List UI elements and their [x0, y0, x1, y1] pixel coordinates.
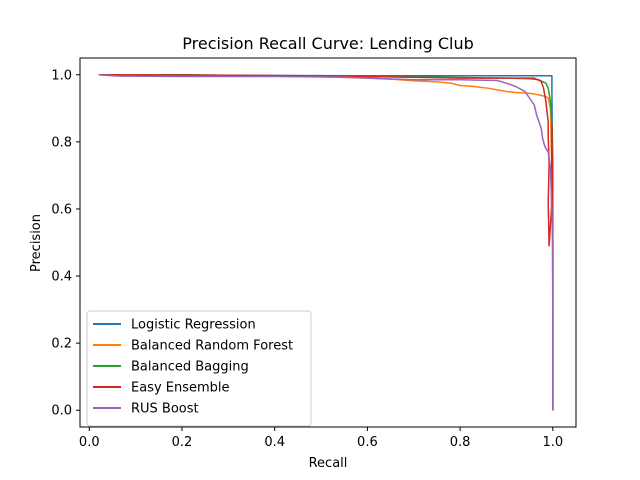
x-tick-label: 1.0 [542, 435, 563, 450]
x-tick-label: 0.4 [264, 435, 285, 450]
y-tick-label: 0.0 [51, 404, 72, 419]
legend-box [86, 310, 312, 427]
y-tick-label: 0.6 [51, 202, 72, 217]
axes-frame [79, 57, 577, 428]
y-tick-label: 1.0 [51, 68, 72, 83]
legend-label-4: RUS Boost [131, 402, 199, 417]
legend-label-0: Logistic Regression [131, 318, 256, 333]
y-tick-label: 0.2 [51, 337, 72, 352]
legend: Logistic Regression Balanced Random Fores… [86, 310, 312, 427]
y-tick-label: 0.4 [51, 270, 72, 285]
legend-label-3: Easy Ensemble [131, 381, 230, 396]
x-tick-label: 0.0 [79, 435, 100, 450]
legend-label-2: Balanced Bagging [131, 360, 249, 375]
chart-title: Precision Recall Curve: Lending Club [182, 34, 474, 53]
series-line-4 [98, 74, 554, 411]
y-axis-label: Precision [29, 214, 44, 272]
axis-ticks: 0.0 0.2 0.4 0.6 0.8 1.0 0.0 0.2 0.4 0.6 0.8 1.0 [51, 68, 563, 450]
plot-area [98, 74, 554, 411]
x-axis-label: Recall [309, 456, 348, 471]
x-tick-label: 0.2 [172, 435, 193, 450]
x-tick-label: 0.6 [357, 435, 378, 450]
legend-label-1: Balanced Random Forest [131, 339, 293, 354]
y-tick-label: 0.8 [51, 135, 72, 150]
x-tick-label: 0.8 [450, 435, 471, 450]
